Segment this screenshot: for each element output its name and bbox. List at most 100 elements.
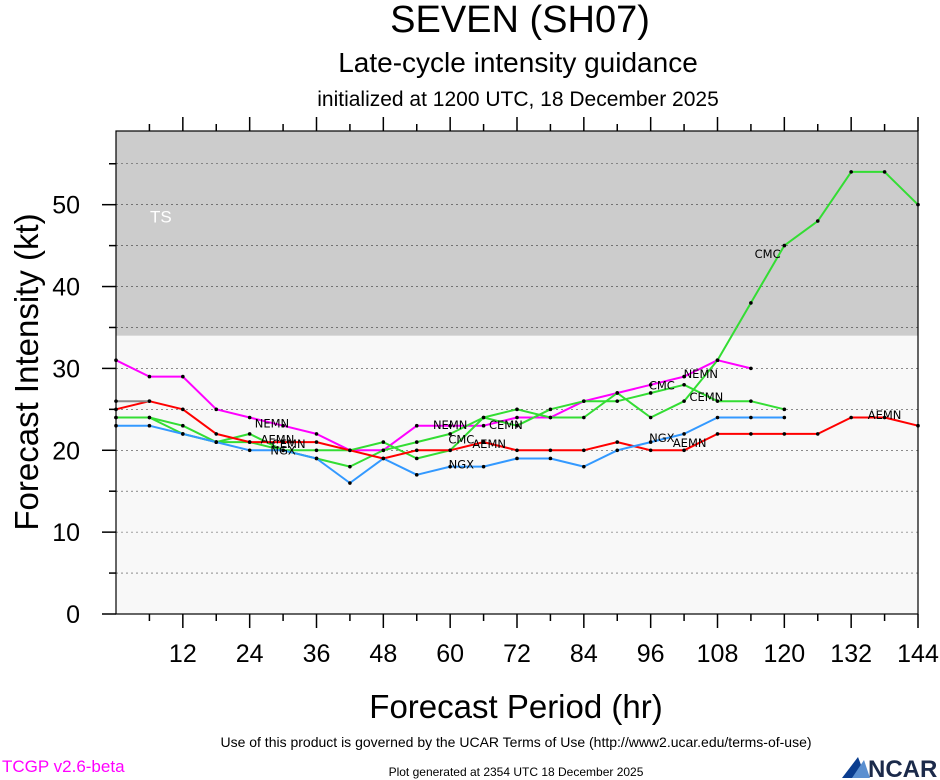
series-label-aemn: AEMN xyxy=(261,433,295,447)
series-label-cemn: CEMN xyxy=(489,418,523,432)
data-point xyxy=(515,407,519,412)
data-point xyxy=(782,415,787,420)
data-point xyxy=(648,440,653,444)
data-point xyxy=(849,170,853,174)
y-tick-label: 0 xyxy=(66,601,80,629)
ncar-logo: NCAR xyxy=(842,756,937,780)
data-point xyxy=(648,415,653,420)
series-label-aemn: AEMN xyxy=(868,408,902,422)
version-label: TCGP v2.6-beta xyxy=(2,757,125,776)
data-point xyxy=(314,432,319,436)
init-time: initialized at 1200 UTC, 18 December 202… xyxy=(317,88,719,111)
x-axis-label: Forecast Period (hr) xyxy=(369,688,662,725)
data-point xyxy=(582,464,586,469)
data-point xyxy=(481,415,486,420)
series-label-nemn: NEMN xyxy=(433,418,467,432)
data-point xyxy=(448,432,452,436)
x-tick-label: 48 xyxy=(369,640,397,668)
series-label-nemn: NEMN xyxy=(255,416,289,430)
y-tick-label: 10 xyxy=(52,519,80,547)
data-point xyxy=(815,432,820,436)
data-point xyxy=(515,456,519,461)
data-point xyxy=(682,382,686,387)
plot-area: TS xyxy=(116,131,918,614)
series-label-ngx: NGX xyxy=(270,443,296,457)
generated-time: Plot generated at 2354 UTC 18 December 2… xyxy=(389,765,644,779)
data-point xyxy=(181,432,185,436)
chart-title: SEVEN (SH07) xyxy=(390,0,650,41)
terms-of-use: Use of this product is governed by the U… xyxy=(220,734,811,750)
data-point xyxy=(381,456,386,461)
x-tick-label: 24 xyxy=(236,640,264,668)
data-point xyxy=(682,448,686,453)
data-point xyxy=(715,399,720,403)
data-point xyxy=(682,432,686,436)
data-point xyxy=(582,399,586,403)
x-tick-label: 12 xyxy=(169,640,197,668)
x-tick-label: 84 xyxy=(570,640,598,668)
data-point xyxy=(515,415,519,420)
data-point xyxy=(414,423,419,428)
data-point xyxy=(414,456,419,461)
data-point xyxy=(749,399,753,403)
data-point xyxy=(481,440,486,444)
ts-band-label: TS xyxy=(150,208,172,227)
series-label-cemn: CEMN xyxy=(689,390,723,404)
data-point xyxy=(147,374,152,379)
data-point xyxy=(548,456,553,461)
data-point xyxy=(448,448,452,453)
data-point xyxy=(247,432,252,436)
x-tick-label: 120 xyxy=(763,640,805,668)
series-label-ngx: NGX xyxy=(449,457,475,471)
data-point xyxy=(782,407,787,412)
data-point xyxy=(548,415,553,420)
data-point xyxy=(181,407,185,412)
data-point xyxy=(481,464,486,469)
data-point xyxy=(548,407,553,412)
data-point xyxy=(147,399,152,403)
data-point xyxy=(247,448,252,453)
data-point xyxy=(615,448,620,453)
data-point xyxy=(749,432,753,436)
x-tick-label: 144 xyxy=(897,640,939,668)
data-point xyxy=(314,448,319,453)
x-tick-label: 72 xyxy=(503,640,531,668)
data-point xyxy=(348,464,352,469)
data-point xyxy=(548,448,553,453)
data-point xyxy=(648,391,653,395)
ts-band xyxy=(116,131,918,336)
data-point xyxy=(849,415,853,420)
data-point xyxy=(615,399,620,403)
chart-subtitle: Late-cycle intensity guidance xyxy=(338,47,698,78)
series-label-cmc: CMC xyxy=(649,379,675,393)
data-point xyxy=(682,399,686,403)
y-tick-label: 50 xyxy=(52,192,80,220)
data-point xyxy=(414,448,419,453)
axes: 12 24 36 48 60 72 84 96 108 120 132 144 0 10 20 30 40 50 xyxy=(52,117,939,668)
series-label-cemn: CEMN xyxy=(272,437,306,451)
data-point xyxy=(715,358,720,363)
data-point xyxy=(181,423,185,428)
data-point xyxy=(682,374,686,379)
data-point xyxy=(815,219,820,223)
series-label-nemn: NEMN xyxy=(684,367,718,381)
data-point xyxy=(448,464,452,469)
data-point xyxy=(314,440,319,444)
data-point xyxy=(147,415,152,420)
data-point xyxy=(247,415,252,420)
y-axis-label: Forecast Intensity (kt) xyxy=(8,213,45,530)
y-tick-label: 40 xyxy=(52,274,80,302)
data-point xyxy=(181,374,185,379)
data-point xyxy=(782,243,787,248)
x-tick-label: 108 xyxy=(697,640,739,668)
data-point xyxy=(314,456,319,461)
data-point xyxy=(381,448,386,453)
data-point xyxy=(515,448,519,453)
series-label-cmc: CMC xyxy=(448,433,474,447)
data-point xyxy=(615,440,620,444)
data-point xyxy=(582,448,586,453)
y-tick-label: 20 xyxy=(52,437,80,465)
data-point xyxy=(582,415,586,420)
data-point xyxy=(648,448,653,453)
